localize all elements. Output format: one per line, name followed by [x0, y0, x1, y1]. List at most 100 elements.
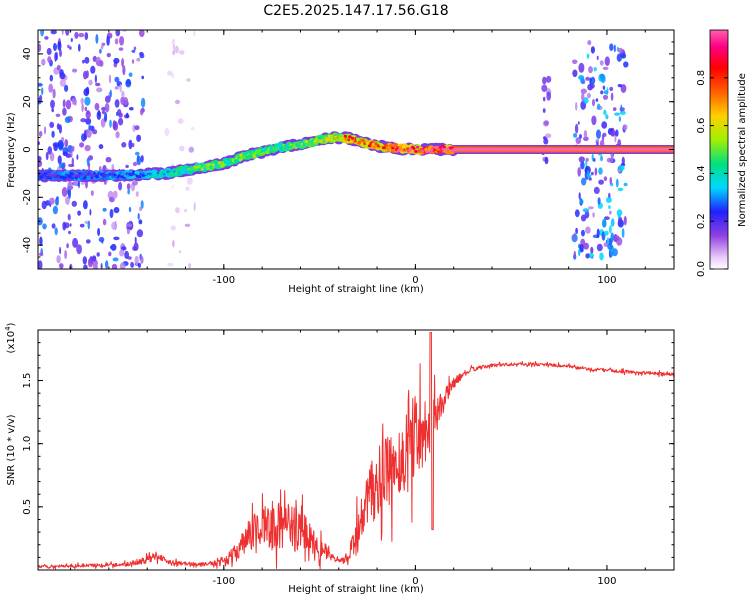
snr-panel: -100 0 100 0.5 1.0 1.5 Height of straight lin…: [4, 322, 675, 595]
spectrogram-noise-blob: [167, 262, 174, 267]
spectrogram-ridge-core: [197, 168, 201, 172]
spectrogram-noise-blob: [88, 124, 92, 131]
spectrogram-ridge-core: [243, 156, 247, 159]
spectrogram-noise-blob: [72, 68, 78, 73]
spectrogram-noise-blob: [583, 97, 589, 104]
spectrogram-noise-blob: [186, 78, 191, 82]
spectrogram-noise-blob: [57, 41, 62, 51]
spectrogram-noise-blob: [59, 246, 62, 255]
colorbar-ticks: 0.0 0.2 0.4 0.6 0.8: [696, 70, 728, 277]
spectrogram-noise-blob: [83, 200, 88, 210]
spectrogram-ridge-core: [353, 139, 357, 143]
spectrogram-ridge-core: [151, 174, 155, 178]
spectrogram-noise-blob: [588, 206, 594, 210]
spectrogram-ridge-core: [398, 146, 402, 150]
spectrogram-noise-blob: [603, 230, 609, 236]
spectrogram-noise-blob: [105, 156, 112, 163]
spectrogram-noise-blob: [617, 213, 621, 218]
spectrogram-noise-blob: [52, 205, 59, 215]
spectrogram-noise-blob: [65, 196, 70, 205]
spectrogram-noise-blob: [578, 156, 585, 163]
spectrogram-noise-blob: [118, 117, 124, 126]
spectrogram-noise-blob: [102, 207, 107, 212]
spectrogram-noise-blob: [130, 261, 135, 268]
spectrogram-noise-blob: [119, 262, 126, 269]
spectrogram-noise-blob: [50, 30, 57, 35]
spectrogram-noise-blob: [39, 94, 43, 103]
colorbar-label: Normalized spectral amplitude: [737, 73, 748, 227]
spectrogram-noise-blob: [101, 110, 106, 115]
spectrogram-noise-blob: [109, 197, 115, 203]
spectrogram-noise-blob: [62, 107, 67, 116]
spectrogram-noise-blob: [70, 38, 73, 42]
spectrogram-ridge-core: [52, 172, 56, 176]
spectrogram-noise-blob: [585, 76, 590, 81]
spectrogram-ridge-core: [442, 145, 447, 149]
spectrogram-noise-blob: [587, 40, 592, 46]
spectrogram-ridge-core: [233, 159, 238, 163]
spectrogram-noise-blob: [85, 70, 89, 79]
spectrogram-noise-blob: [49, 121, 55, 128]
spectrogram-ridge-core: [218, 160, 223, 164]
spectrogram-noise-blob: [116, 111, 119, 116]
spectrogram-noise-blob: [92, 129, 98, 135]
spectrogram-noise-blob: [84, 32, 89, 41]
spectrogram-noise-blob: [39, 130, 43, 137]
spectrogram-noise-blob: [104, 102, 110, 113]
spectrogram-ridge-core: [249, 155, 253, 158]
snr-x-tick-label: 0: [412, 576, 418, 587]
spectrogram-ridge-core: [118, 171, 123, 175]
spectrogram-noise-blob: [94, 102, 100, 111]
spectrogram-noise-blob: [589, 77, 592, 85]
spectrogram-noise-blob: [79, 223, 85, 228]
spectrogram-noise-blob: [541, 84, 548, 93]
spectrogram-noise-blob: [122, 65, 126, 76]
spectrogram-noise-blob: [609, 86, 614, 92]
spectrogram-noise-blob: [56, 196, 59, 201]
spectrogram-noise-blob: [134, 151, 140, 156]
spectrogram-noise-blob: [69, 223, 72, 227]
spectrogram-noise-blob: [609, 43, 614, 51]
spectrogram-noise-blob: [606, 157, 613, 163]
spectrogram-noise-blob: [76, 244, 82, 255]
spectrogram-noise-blob: [586, 92, 592, 99]
spectrogram-noise-blob: [61, 187, 68, 197]
spectrogram-noise-blob: [110, 243, 117, 251]
spectrogram-noise-blob: [136, 229, 144, 238]
spectrogram-noise-blob: [581, 229, 585, 237]
spectrogram-ridge-core: [140, 171, 145, 175]
spectrogram-ridge-core: [326, 137, 330, 141]
spectrogram-noise-blob: [184, 208, 188, 213]
spectrogram-noise-blob: [97, 227, 101, 237]
spectrogram-noise-blob: [125, 112, 129, 119]
spectrogram-noise-blob: [579, 247, 584, 253]
spectrogram-noise-blob: [618, 116, 622, 122]
spectrogram-noise-blob: [115, 30, 121, 37]
spectrogram-ridge-core: [183, 168, 187, 171]
spectrogram-noise-blob: [71, 145, 75, 152]
spectrogram-noise-blob: [543, 120, 549, 126]
spectrogram-noise-blob: [580, 88, 587, 94]
spectrogram-noise-blob: [99, 48, 102, 54]
spectrogram-noise-blob: [96, 252, 100, 257]
spectrogram-noise-blob: [585, 157, 589, 162]
spectrogram-noise-blob: [119, 36, 125, 46]
spectrogram-noise-blob: [96, 110, 102, 120]
spectrogram-noise-blob: [68, 163, 75, 168]
spectrogram-noise-blob: [91, 256, 97, 262]
spectrogram-noise-blob: [172, 49, 176, 56]
spectrogram-noise-blob: [179, 145, 185, 152]
spectrogram-noise-blob: [591, 115, 597, 126]
spectrogram-noise-blob: [41, 87, 44, 96]
spectrogram-noise-blob: [132, 180, 138, 186]
spectrogram-noise-blob: [623, 182, 628, 187]
spectrogram-noise-blob: [48, 83, 54, 93]
spectrogram-ridge-core: [304, 140, 308, 143]
spectrogram-noise-blob: [49, 74, 53, 82]
spectrogram-noise-blob: [121, 57, 124, 68]
spectrogram-noise-blob: [623, 124, 628, 131]
spectrogram-y-tick-label: 0: [22, 146, 33, 152]
spectrogram-noise-blob: [579, 134, 582, 139]
spectrogram-ridge-core: [382, 146, 386, 150]
spectrogram-noise-blob: [592, 98, 595, 107]
